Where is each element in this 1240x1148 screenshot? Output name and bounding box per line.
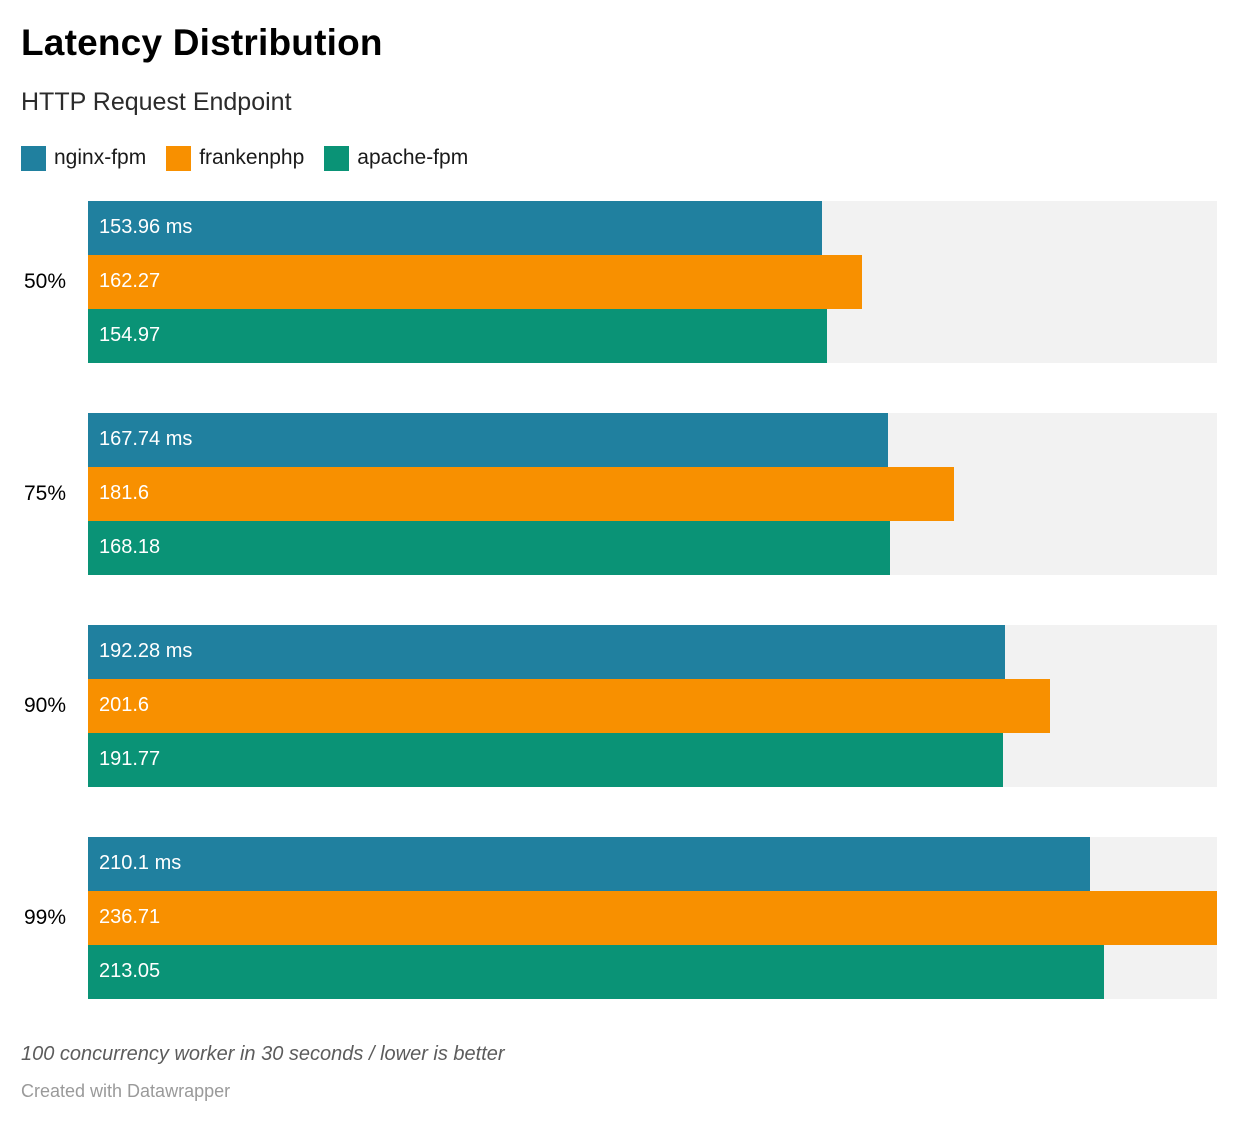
bar-frankenphp: 181.6 [88,466,955,521]
bar-track: 168.18 [88,520,1217,575]
bar-track: 192.28 ms [88,624,1217,679]
bar-track: 167.74 ms [88,412,1217,467]
bar-track: 236.71 [88,890,1217,945]
bar-track: 213.05 [88,944,1217,999]
category-label: 99% [23,905,66,929]
bars-area: 167.74 ms 181.6 168.18 [88,412,1217,575]
bar-value-label: 153.96 ms [99,216,193,239]
legend-swatch-icon [166,145,192,171]
bar-chart: 50% 153.96 ms 162.27 154.97 75% 167.74 ms 181.… [0,200,1240,999]
bar-apache-fpm: 213.05 [88,944,1105,999]
bar-track: 210.1 ms [88,836,1217,891]
bar-group: 75% 167.74 ms 181.6 168.18 [0,412,1240,575]
bar-value-label: 181.6 [99,482,150,505]
bar-frankenphp: 162.27 [88,254,862,309]
bar-nginx-fpm: 167.74 ms [88,412,889,467]
page-subtitle: HTTP Request Endpoint [21,87,292,116]
bar-track: 181.6 [88,466,1217,521]
bar-group: 99% 210.1 ms 236.71 213.05 [0,836,1240,999]
legend-item-nginx-fpm: nginx-fpm [21,145,147,171]
bar-value-label: 154.97 [99,324,161,347]
bar-track: 191.77 [88,732,1217,787]
bar-value-label: 191.77 [99,748,161,771]
bar-frankenphp: 201.6 [88,678,1050,733]
bar-value-label: 167.74 ms [99,428,193,451]
bar-value-label: 192.28 ms [99,640,193,663]
legend-item-apache-fpm: apache-fpm [324,145,469,171]
bars-area: 210.1 ms 236.71 213.05 [88,836,1217,999]
bar-value-label: 210.1 ms [99,852,182,875]
bar-apache-fpm: 168.18 [88,520,891,575]
bars-area: 192.28 ms 201.6 191.77 [88,624,1217,787]
bar-frankenphp: 236.71 [88,890,1217,945]
legend-label: frankenphp [199,146,305,170]
page-title: Latency Distribution [21,22,383,63]
bar-nginx-fpm: 210.1 ms [88,836,1091,891]
legend-label: nginx-fpm [54,146,147,170]
legend-swatch-icon [21,145,46,171]
bar-group: 90% 192.28 ms 201.6 191.77 [0,624,1240,787]
datawrapper-credit-link[interactable]: Created with Datawrapper [21,1080,231,1101]
footer-note: 100 concurrency worker in 30 seconds / l… [21,1042,505,1065]
bar-value-label: 213.05 [99,960,161,983]
legend: nginx-fpm frankenphp apache-fpm [21,145,1219,171]
legend-swatch-icon [324,145,350,171]
category-label: 75% [23,481,66,505]
legend-label: apache-fpm [357,146,469,170]
bar-track: 201.6 [88,678,1217,733]
bar-track: 154.97 [88,308,1217,363]
bars-area: 153.96 ms 162.27 154.97 [88,200,1217,363]
bar-value-label: 168.18 [99,536,161,559]
bar-value-label: 201.6 [99,694,150,717]
chart-container: Latency Distribution HTTP Request Endpoi… [0,22,1240,1148]
bar-group: 50% 153.96 ms 162.27 154.97 [0,200,1240,363]
category-label: 90% [23,693,66,717]
bar-nginx-fpm: 192.28 ms [88,624,1006,679]
category-label: 50% [23,269,66,293]
bar-apache-fpm: 191.77 [88,732,1003,787]
bar-apache-fpm: 154.97 [88,308,828,363]
bar-value-label: 236.71 [99,906,161,929]
bar-track: 162.27 [88,254,1217,309]
bar-track: 153.96 ms [88,200,1217,255]
bar-nginx-fpm: 153.96 ms [88,200,823,255]
bar-value-label: 162.27 [99,270,161,293]
legend-item-frankenphp: frankenphp [166,145,305,171]
